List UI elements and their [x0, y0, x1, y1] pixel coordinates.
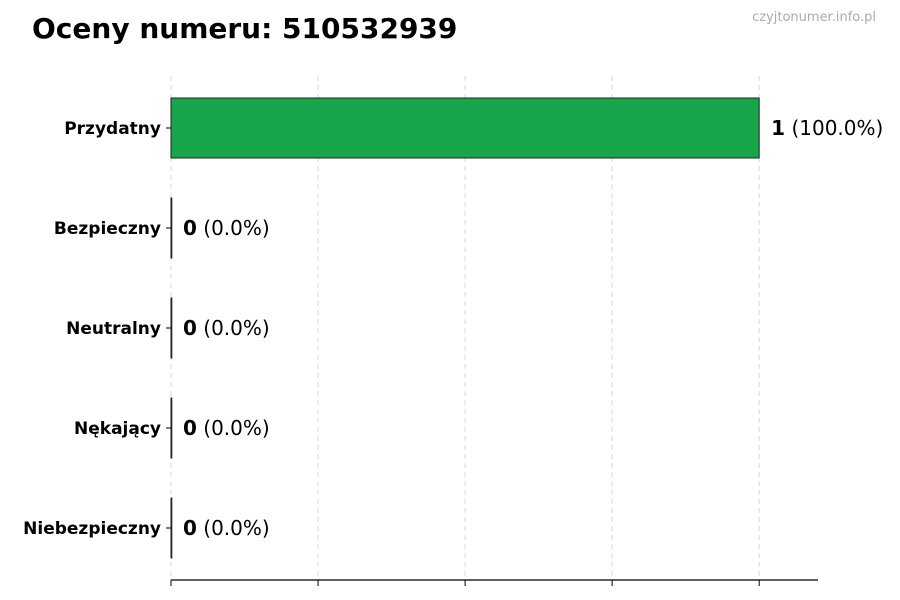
percent-label: (0.0%)	[197, 516, 270, 540]
data-label: 0 (0.0%)	[183, 316, 270, 340]
value-label: 0	[183, 516, 197, 540]
chart-title: Oceny numeru: 510532939	[32, 12, 458, 45]
category-label: Bezpieczny	[54, 219, 161, 239]
bar	[170, 297, 173, 359]
data-label: 0 (0.0%)	[183, 416, 270, 440]
bar	[170, 397, 173, 459]
value-label: 0	[183, 316, 197, 340]
bar	[170, 497, 173, 559]
bar	[170, 197, 173, 259]
value-label: 0	[183, 216, 197, 240]
category-label: Niebezpieczny	[23, 519, 161, 539]
value-label: 0	[183, 416, 197, 440]
percent-label: (0.0%)	[197, 416, 270, 440]
percent-label: (0.0%)	[197, 216, 270, 240]
value-label: 1	[771, 116, 785, 140]
data-label: 0 (0.0%)	[183, 516, 270, 540]
bar	[170, 97, 760, 159]
category-label: Nękający	[74, 419, 161, 439]
percent-label: (0.0%)	[197, 316, 270, 340]
category-label: Neutralny	[66, 319, 161, 339]
category-label: Przydatny	[64, 119, 161, 139]
percent-label: (100.0%)	[785, 116, 883, 140]
data-label: 1 (100.0%)	[771, 116, 883, 140]
data-label: 0 (0.0%)	[183, 216, 270, 240]
watermark: czyjtonumer.info.pl	[752, 10, 876, 25]
